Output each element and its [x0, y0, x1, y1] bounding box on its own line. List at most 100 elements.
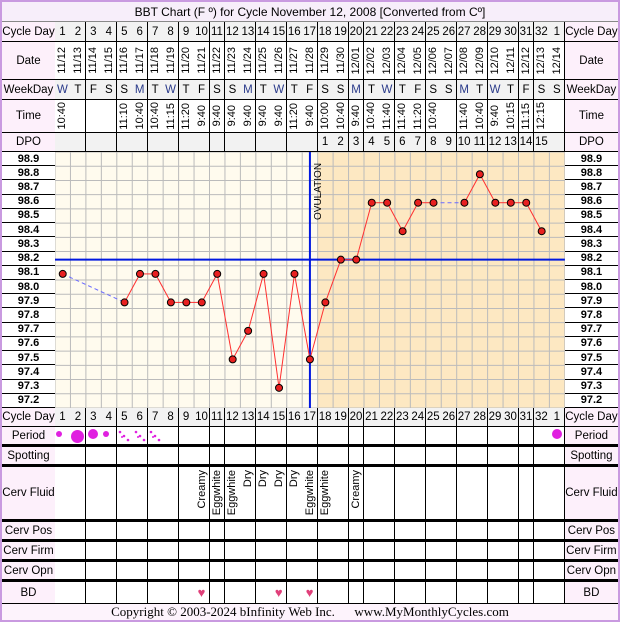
cycle-day-bottom-value: 9	[182, 411, 190, 423]
temp-segment	[324, 259, 342, 303]
bd-cell[interactable]	[147, 582, 164, 604]
period-cell[interactable]	[224, 427, 241, 447]
cerv-fluid-cell	[487, 467, 504, 522]
temp-point-day-6	[135, 269, 144, 278]
bd-cell[interactable]	[240, 582, 257, 604]
cerv-fluid-cell: Dry	[255, 467, 272, 522]
cycle-day-bottom-value: 31	[519, 411, 533, 423]
cycle-day-bottom-cell: 20	[348, 408, 365, 427]
bd-cell[interactable]	[364, 582, 380, 604]
bd-cell[interactable]	[224, 582, 241, 604]
y-tick-label: 97.6	[2, 336, 55, 352]
dpo-label: DPO	[2, 133, 55, 152]
bd-cell[interactable]	[163, 582, 180, 604]
cycle-day-value: 22	[380, 25, 394, 38]
bd-cell[interactable]	[456, 582, 473, 604]
bd-cell[interactable]	[549, 582, 566, 604]
bd-cell[interactable]	[317, 582, 334, 604]
cerv-opn-cell	[55, 562, 71, 582]
period-cell[interactable]	[240, 427, 257, 447]
bd-cell[interactable]	[255, 582, 272, 604]
cerv-pos-cell	[194, 522, 210, 542]
dpo-cell: 6	[394, 133, 411, 152]
bd-cell[interactable]	[487, 582, 504, 604]
cerv-fluid-cell	[441, 467, 458, 522]
period-cell[interactable]	[456, 427, 473, 447]
cerv-opn-label-right: Cerv Opn	[564, 562, 618, 582]
period-cell[interactable]	[425, 427, 442, 447]
bd-cell[interactable]	[472, 582, 489, 604]
cycle-day-bottom-cell: 19	[333, 408, 350, 427]
period-cell[interactable]	[147, 427, 164, 447]
y-tick-label-right: 97.4	[564, 365, 618, 380]
site-link[interactable]: www.MyMonthlyCycles.com	[354, 604, 509, 619]
bd-cell[interactable]	[518, 582, 535, 604]
period-cell[interactable]	[472, 427, 489, 447]
bd-cell[interactable]	[209, 582, 226, 604]
period-cell[interactable]	[85, 427, 102, 447]
cerv-fluid-value: Eggwhite	[226, 470, 239, 516]
bd-cell[interactable]: ♥	[194, 582, 210, 604]
time-value: 9:40	[350, 105, 363, 127]
period-cell[interactable]	[317, 427, 334, 447]
spotting-cell	[302, 447, 319, 467]
period-cell[interactable]	[379, 427, 396, 447]
period-cell[interactable]	[255, 427, 272, 447]
bd-cell[interactable]	[85, 582, 102, 604]
bd-cell[interactable]	[533, 582, 550, 604]
weekday-cell: S	[224, 80, 241, 100]
bd-cell[interactable]	[410, 582, 427, 604]
period-cell[interactable]	[101, 427, 118, 447]
bd-cell[interactable]	[178, 582, 195, 604]
period-cell[interactable]	[194, 427, 210, 447]
period-cell[interactable]	[178, 427, 195, 447]
bd-cell[interactable]: ♥	[302, 582, 319, 604]
weekday-cell: F	[410, 80, 427, 100]
period-cell[interactable]	[364, 427, 380, 447]
time-cell: 11:15	[518, 100, 535, 133]
period-cell[interactable]	[163, 427, 180, 447]
date-value: 12/03	[380, 46, 393, 75]
period-cell[interactable]	[518, 427, 535, 447]
cycle-day-value: 5	[121, 25, 128, 38]
period-cell[interactable]	[302, 427, 319, 447]
cerv-fluid-cell	[549, 467, 566, 522]
bd-cell[interactable]	[348, 582, 365, 604]
period-cell[interactable]	[394, 427, 411, 447]
period-cell[interactable]	[209, 427, 226, 447]
bd-cell[interactable]	[101, 582, 118, 604]
period-cell[interactable]	[487, 427, 504, 447]
period-cell[interactable]	[410, 427, 427, 447]
period-cell[interactable]	[116, 427, 133, 447]
date-value: 11/16	[118, 47, 131, 74]
period-cell[interactable]	[286, 427, 303, 447]
period-cell[interactable]	[533, 427, 550, 447]
bd-cell[interactable]	[379, 582, 396, 604]
period-cell[interactable]	[70, 427, 87, 447]
period-cell[interactable]	[333, 427, 350, 447]
dpo-cell	[255, 133, 272, 152]
bd-cell[interactable]	[394, 582, 411, 604]
bd-cell[interactable]	[55, 582, 71, 604]
period-cell[interactable]	[132, 427, 149, 447]
period-cell[interactable]	[271, 427, 288, 447]
spotting-cell	[85, 447, 102, 467]
bd-cell[interactable]	[441, 582, 458, 604]
temp-segment	[402, 202, 419, 232]
bd-cell[interactable]: ♥	[271, 582, 288, 604]
bd-cell[interactable]	[116, 582, 133, 604]
bd-cell[interactable]	[425, 582, 442, 604]
bd-cell[interactable]	[503, 582, 519, 604]
bd-cell[interactable]	[333, 582, 350, 604]
cerv-pos-cell	[317, 522, 334, 542]
bd-cell[interactable]	[132, 582, 149, 604]
period-cell[interactable]	[549, 427, 566, 447]
period-cell[interactable]	[348, 427, 365, 447]
period-cell[interactable]	[441, 427, 458, 447]
period-cell[interactable]	[55, 427, 71, 447]
bd-cell[interactable]	[70, 582, 87, 604]
bd-cell[interactable]	[286, 582, 303, 604]
dpo-label-right: DPO	[564, 133, 618, 152]
spotting-cell	[364, 447, 380, 467]
period-cell[interactable]	[503, 427, 519, 447]
